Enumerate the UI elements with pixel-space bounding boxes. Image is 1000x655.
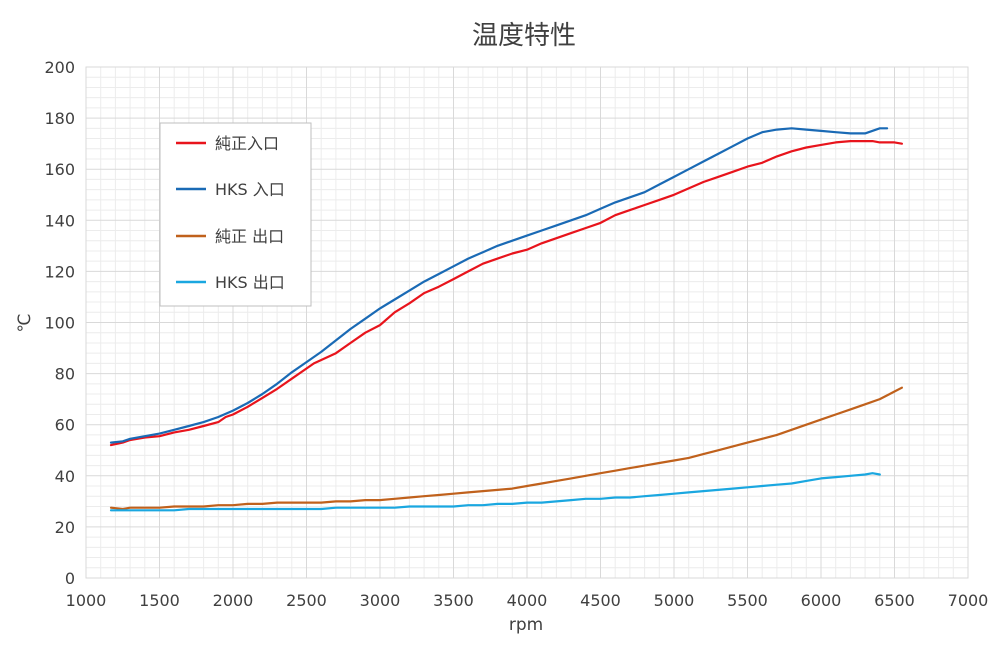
- x-tick-label: 7000: [948, 591, 989, 610]
- x-tick-label: 2000: [213, 591, 254, 610]
- x-tick-label: 3500: [433, 591, 474, 610]
- x-tick-label: 5500: [727, 591, 768, 610]
- x-tick-label: 3000: [360, 591, 401, 610]
- y-tick-label: 160: [44, 160, 75, 179]
- series-line-3: [109, 386, 904, 511]
- y-tick-label: 100: [44, 314, 75, 333]
- y-tick-label: 120: [44, 262, 75, 281]
- legend-label-4: HKS 出口: [215, 273, 285, 292]
- y-tick-label: 60: [55, 416, 75, 435]
- x-tick-label: 4500: [580, 591, 621, 610]
- legend-label-1: 純正入口: [215, 134, 279, 153]
- y-tick-label: 200: [44, 58, 75, 77]
- x-tick-label: 6500: [874, 591, 915, 610]
- y-tick-label: 0: [65, 569, 75, 588]
- series-line-1: [109, 140, 904, 447]
- y-tick-label: 20: [55, 518, 75, 537]
- series-lines: [109, 127, 904, 512]
- legend-label-3: 純正 出口: [215, 227, 284, 246]
- legend-label-2: HKS 入口: [215, 180, 285, 199]
- x-tick-label: 4000: [507, 591, 548, 610]
- y-tick-label: 80: [55, 365, 75, 384]
- y-axis-label: ℃: [15, 313, 35, 332]
- y-tick-label: 40: [55, 467, 75, 486]
- x-tick-label: 5000: [654, 591, 695, 610]
- y-tick-label: 140: [44, 211, 75, 230]
- x-tick-label: 1500: [139, 591, 180, 610]
- plot-area-border: [85, 66, 969, 579]
- x-tick-label: 2500: [286, 591, 327, 610]
- x-axis-label: rpm: [509, 615, 543, 635]
- y-tick-label: 180: [44, 109, 75, 128]
- series-line-2: [109, 127, 889, 444]
- series-line-4: [109, 472, 881, 512]
- y-axis-tick-labels: 0 20 40 60 80 100 120 140 160 180 200: [44, 58, 75, 588]
- chart-title: 温度特性: [472, 21, 576, 51]
- x-axis-tick-labels: 1000 1500 2000 2500 3000 3500 4000 4500 5000 5500…: [66, 591, 989, 610]
- x-tick-label: 1000: [66, 591, 107, 610]
- legend-box: [159, 122, 312, 307]
- x-tick-label: 6000: [801, 591, 842, 610]
